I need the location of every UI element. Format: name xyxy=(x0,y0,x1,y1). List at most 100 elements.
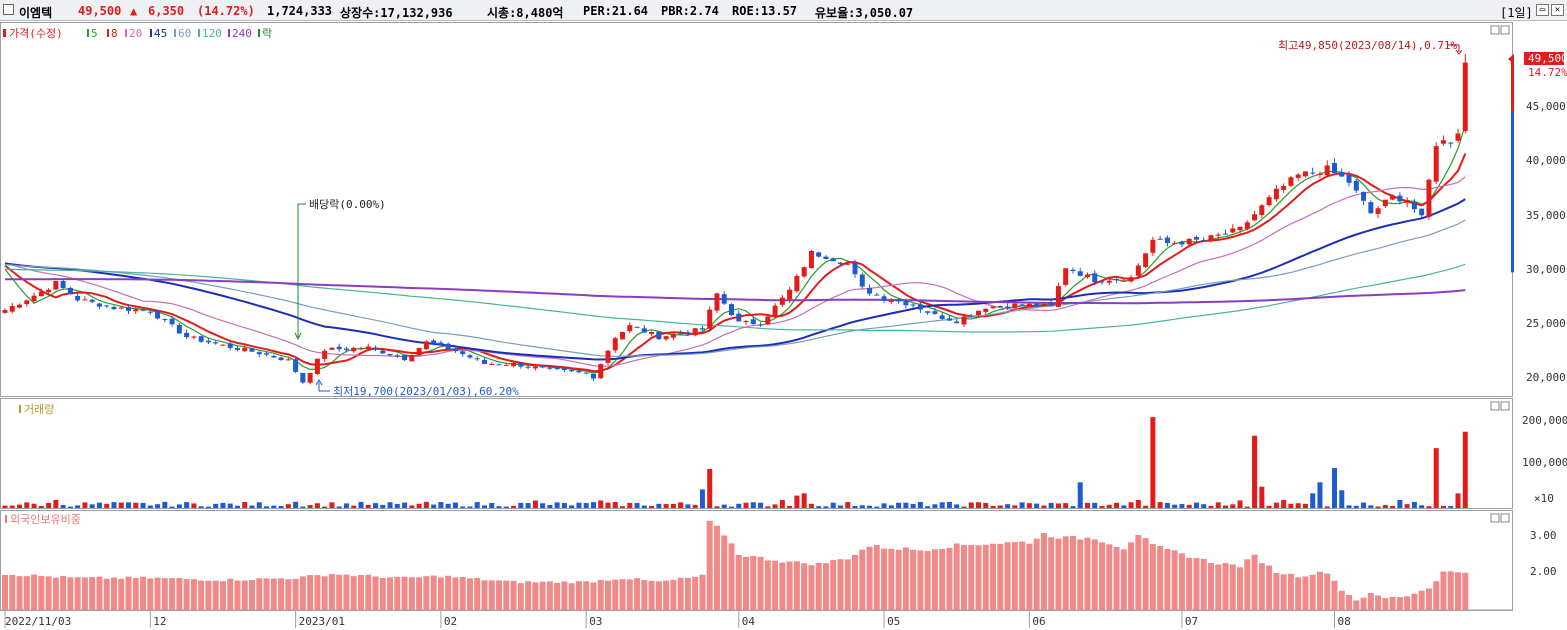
foreign-bar xyxy=(1215,564,1222,610)
foreign-bar xyxy=(503,580,510,610)
volume-bar xyxy=(1339,490,1345,508)
candle-body xyxy=(903,301,909,306)
candle-body xyxy=(322,350,328,359)
candle-body xyxy=(1041,303,1047,305)
date-axis: 2022/11/03 12 2023/01 02 03 04 05 06 07 … xyxy=(5,615,1351,628)
volume-bar xyxy=(380,504,386,508)
candle-body xyxy=(1121,280,1127,282)
foreign-bar xyxy=(190,579,197,610)
listed-shares: 상장수:17,132,936 xyxy=(340,6,453,20)
foreign-bar xyxy=(568,583,575,610)
foreign-bar xyxy=(372,576,379,610)
candle-body xyxy=(1084,274,1090,278)
foreign-bar xyxy=(881,548,888,610)
foreign-bar xyxy=(445,575,452,610)
legend-ma5: 5 xyxy=(91,27,98,40)
candle-body xyxy=(1317,173,1323,175)
foreign-bar xyxy=(924,550,931,610)
candle-body xyxy=(830,258,836,262)
volume-bar xyxy=(1063,503,1069,508)
volume-bar xyxy=(1041,505,1047,508)
period-button[interactable]: [1일] xyxy=(1500,6,1533,20)
candle-body xyxy=(264,353,270,355)
candle-body xyxy=(583,372,589,374)
volume-legend: 거래량 200,000 100,000 ×10 xyxy=(19,403,1567,505)
candle-body xyxy=(932,311,938,314)
price-tick: 45,000 xyxy=(1526,100,1566,113)
ma20-line xyxy=(4,176,1466,367)
candle-body xyxy=(220,344,226,346)
volume-bar xyxy=(198,506,204,508)
volume-bar xyxy=(692,504,698,508)
volume-bar xyxy=(1186,504,1192,508)
volume-bar xyxy=(1331,468,1337,508)
volume-bar xyxy=(816,506,822,508)
candle-body xyxy=(1411,202,1417,210)
candle-body xyxy=(1273,188,1279,200)
foreign-bar xyxy=(278,578,285,610)
candle-body xyxy=(1331,163,1337,173)
foreign-bar xyxy=(1237,567,1244,610)
price-tick: 40,000 xyxy=(1526,154,1566,167)
date-tick: 12 xyxy=(153,615,166,628)
foreign-bar xyxy=(1382,598,1389,610)
volume-bar xyxy=(60,504,66,508)
close-icon[interactable]: ✕ xyxy=(1551,4,1564,16)
volume-bar xyxy=(910,503,916,508)
volume-bar xyxy=(888,505,894,508)
foreign-bar xyxy=(975,545,982,610)
candle-body xyxy=(126,307,132,311)
volume-bar xyxy=(1092,502,1098,508)
candle-body xyxy=(685,332,691,334)
volume-bar xyxy=(155,504,161,508)
roe-value: ROE:13.57 xyxy=(732,4,798,18)
volume-tick: 200,000 xyxy=(1522,414,1567,427)
candle-body xyxy=(627,325,633,332)
volume-bar xyxy=(830,502,836,508)
volume-bar xyxy=(532,500,538,508)
foreign-bar xyxy=(750,555,757,610)
stock-name[interactable]: 이엠텍 xyxy=(19,6,53,20)
maximize-icon[interactable]: ▭ xyxy=(1536,4,1549,16)
foreign-holding-bars xyxy=(2,520,1469,610)
stock-chart[interactable]: 가격(수정) 5 8 20 45 60 120 240 락 최고49,850(2… xyxy=(0,21,1567,630)
candle-body xyxy=(917,304,923,310)
candle-body xyxy=(1455,133,1461,141)
candle-body xyxy=(1172,243,1178,245)
candle-body xyxy=(213,342,219,344)
foreign-bar xyxy=(1062,536,1069,610)
foreign-bar xyxy=(496,580,503,610)
foreign-bar xyxy=(408,577,415,610)
foreign-bar xyxy=(532,582,539,610)
volume-bar xyxy=(1135,500,1141,508)
candle-body xyxy=(1114,279,1120,281)
foreign-bar xyxy=(561,581,568,610)
candle-body xyxy=(387,354,393,356)
candle-body xyxy=(976,310,982,316)
candle-body xyxy=(641,328,647,333)
volume-bar xyxy=(656,503,662,508)
foreign-bar xyxy=(517,583,524,610)
low-price-label: 최저19,700(2023/01/03),60.20% xyxy=(333,385,519,398)
foreign-bar xyxy=(1178,553,1185,610)
foreign-bar xyxy=(1353,600,1360,610)
candle-body xyxy=(460,351,466,355)
foreign-bar xyxy=(350,576,357,610)
candle-body xyxy=(1055,286,1061,307)
volume-bar xyxy=(729,506,734,508)
candle-body xyxy=(1106,280,1112,283)
foreign-bar xyxy=(1447,571,1454,610)
foreign-bar xyxy=(946,547,953,610)
foreign-bar xyxy=(1142,538,1149,610)
volume-bar xyxy=(874,506,880,508)
foreign-bar xyxy=(1171,550,1178,610)
foreign-bar xyxy=(1346,595,1353,610)
date-tick: 02 xyxy=(444,615,457,628)
foreign-bar xyxy=(801,563,808,610)
candle-body xyxy=(576,370,582,373)
foreign-bar xyxy=(394,576,401,610)
select-checkbox[interactable] xyxy=(3,4,14,15)
candle-body xyxy=(329,347,335,350)
volume-bar xyxy=(256,502,262,508)
candle-body xyxy=(1288,177,1294,186)
